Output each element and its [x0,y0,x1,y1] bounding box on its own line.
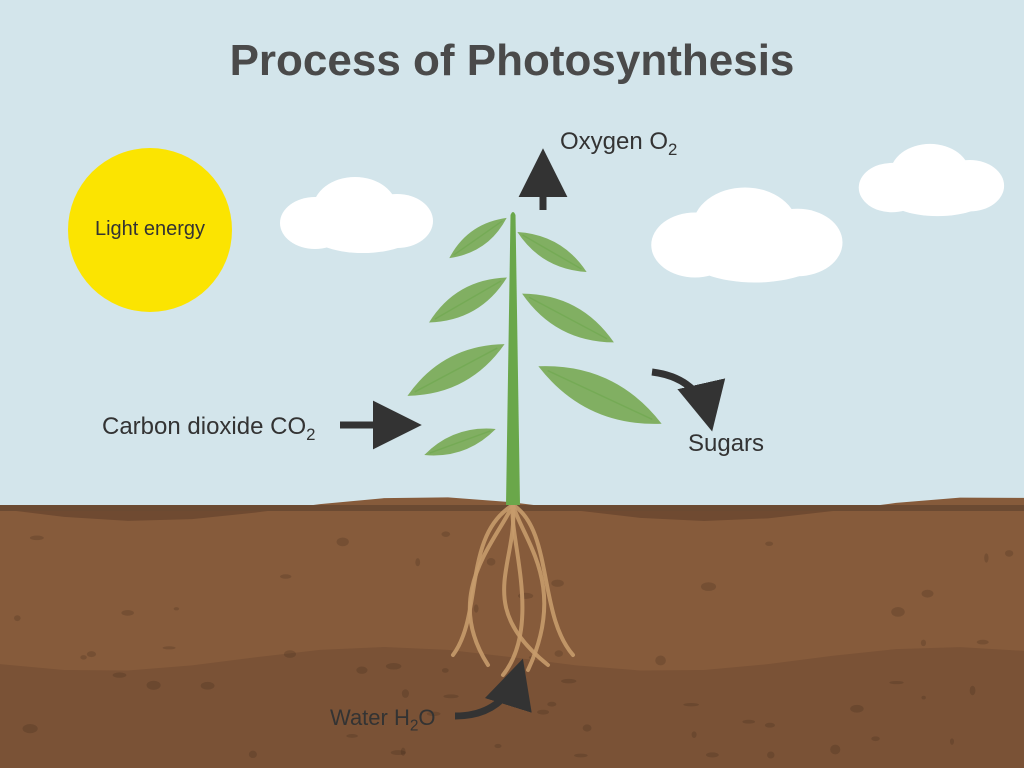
sun-label: Light energy [60,218,240,241]
diagram-stage: Process of Photosynthesis Light energy O… [0,0,1024,768]
label-carbon-dioxide: Carbon dioxide CO2 [102,413,315,445]
label-oxygen: Oxygen O2 [560,128,677,160]
diagram-svg [0,0,1024,768]
label-sugars: Sugars [688,430,764,458]
title-text: Process of Photosynthesis [230,36,795,85]
label-water: Water H2O [330,705,436,735]
page-title: Process of Photosynthesis [0,36,1024,86]
